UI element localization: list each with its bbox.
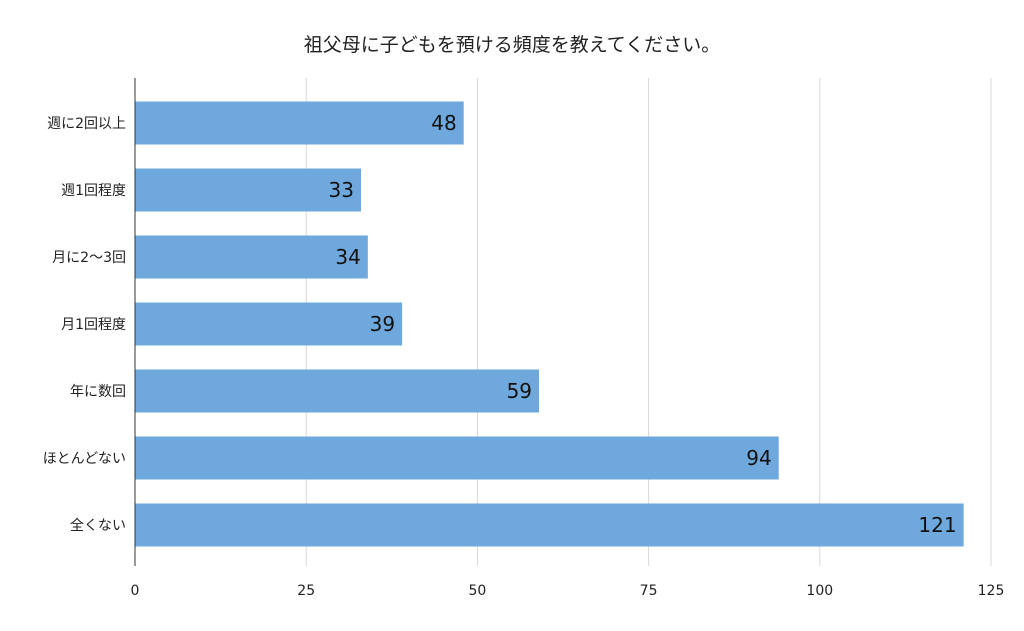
category-label: 月1回程度 xyxy=(61,317,126,333)
x-tick-label: 50 xyxy=(468,583,486,599)
x-tick-labels: 0 25 50 75 100 125 xyxy=(131,583,1005,599)
category-label: 全くない xyxy=(70,517,126,534)
category-label: 月に2〜3回 xyxy=(52,250,126,266)
x-tick-label: 25 xyxy=(297,583,315,599)
bars xyxy=(135,101,964,547)
x-tick-label: 0 xyxy=(131,583,140,599)
bar-6 xyxy=(135,503,964,547)
category-label: ほとんどない xyxy=(43,451,126,467)
chart-title: 祖父母に子どもを預ける頻度を教えてください。 xyxy=(303,34,721,56)
data-label: 48 xyxy=(431,111,456,135)
bar-3 xyxy=(135,302,403,346)
bar-2 xyxy=(135,235,368,279)
x-tick-label: 125 xyxy=(978,583,1005,599)
data-label: 39 xyxy=(370,312,395,336)
data-label: 94 xyxy=(746,446,771,470)
x-tick-label: 100 xyxy=(806,583,833,599)
bar-1 xyxy=(135,168,361,212)
category-label: 年に数回 xyxy=(70,384,126,400)
data-label: 59 xyxy=(507,379,532,403)
data-label: 34 xyxy=(335,245,360,269)
bar-4 xyxy=(135,369,540,413)
data-label: 121 xyxy=(918,513,956,537)
category-label: 週1回程度 xyxy=(61,183,126,199)
grid-lines xyxy=(305,78,992,566)
data-labels: 48 33 34 39 59 94 121 xyxy=(329,111,957,537)
data-label: 33 xyxy=(329,178,354,202)
bar-0 xyxy=(135,101,464,145)
bar-5 xyxy=(135,436,779,480)
category-label: 週に2回以上 xyxy=(47,116,126,132)
x-tick-label: 75 xyxy=(640,583,658,599)
